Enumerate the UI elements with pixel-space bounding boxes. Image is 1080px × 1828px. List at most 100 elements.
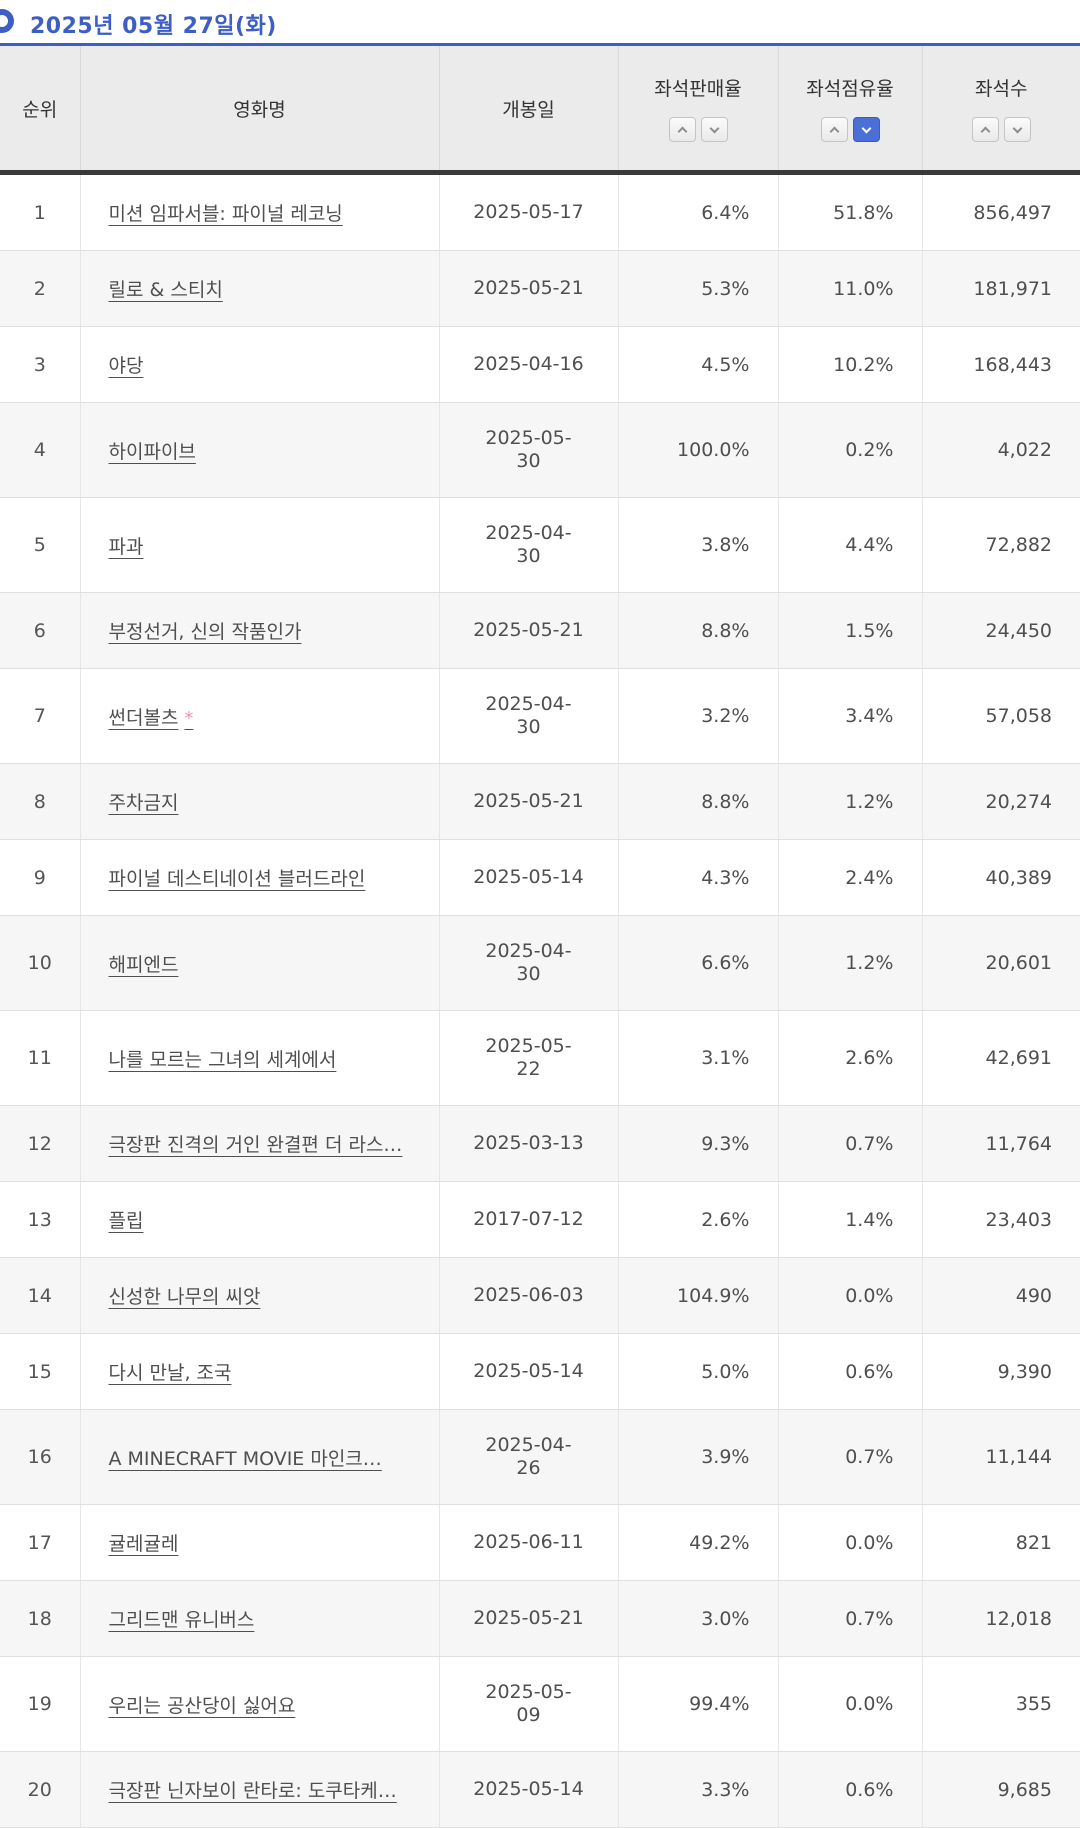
seat-sales-rate-cell: 3.3% [617,1751,778,1828]
release-date-cell: 2025-05-21 [438,592,618,669]
table-row: 8 주차금지 2025-05-21 8.8% 1.2% 20,274 [0,763,1080,840]
rank-cell: 13 [0,1181,80,1258]
seat-share-rate-cell: 2.4% [777,839,922,916]
seat-share-rate-cell: 0.6% [777,1751,922,1828]
release-date-text: 2025-04- 30 [485,940,572,985]
movie-title-link[interactable]: 다시 만날, 조국 [108,1362,232,1384]
seat-share-rate-cell: 1.4% [777,1181,922,1258]
rank-cell: 2 [0,250,80,327]
rank-cell: 16 [0,1409,80,1505]
release-date-cell: 2025-05-14 [438,839,618,916]
table-row: 6 부정선거, 신의 작품인가 2025-05-21 8.8% 1.5% 24,… [0,592,1080,669]
release-date-cell: 2025-06-11 [438,1504,618,1581]
seat-count-cell: 490 [921,1257,1080,1334]
release-date-text: 2025-04- 26 [485,1434,572,1479]
movie-title-link[interactable]: 나를 모르는 그녀의 세계에서 [108,1048,337,1071]
release-date-cell: 2025-05- 09 [438,1656,618,1752]
movie-title-link[interactable]: 우리는 공산당이 싫어요 [108,1694,296,1717]
release-date-text: 2025-05-21 [473,1607,584,1629]
release-date-cell: 2025-06-03 [438,1257,618,1334]
sort-desc-button-seat-count[interactable] [1003,117,1031,142]
seat-sales-rate-cell: 3.2% [617,668,778,764]
release-date-cell: 2025-04- 30 [438,668,618,764]
seat-sales-rate-cell: 104.9% [617,1257,778,1334]
table-row: 15 다시 만날, 조국 2025-05-14 5.0% 0.6% 9,390 [0,1333,1080,1410]
bullet-circle-icon [0,9,14,33]
movie-title-link[interactable]: 미션 임파서블: 파이널 레코닝 [108,203,343,225]
seat-share-rate-cell: 4.4% [777,497,922,593]
movie-title-cell: 그리드맨 유니버스 [79,1580,439,1657]
movie-title-link[interactable]: 썬더볼츠 * [108,706,194,729]
seat-share-rate-cell: 11.0% [777,250,922,327]
release-date-text: 2025-05- 09 [485,1681,572,1726]
seat-share-rate-cell: 1.2% [777,915,922,1011]
movie-title-cell: 나를 모르는 그녀의 세계에서 [79,1010,439,1106]
seat-sales-rate-cell: 5.0% [617,1333,778,1410]
rank-cell: 4 [0,402,80,498]
seat-count-cell: 4,022 [921,402,1080,498]
sort-controls-seat-sales-rate [668,117,728,142]
seat-count-cell: 20,601 [921,915,1080,1011]
chevron-up-icon [980,126,991,137]
movie-title-link[interactable]: 해피엔드 [108,953,179,976]
movie-title-link[interactable]: 야당 [108,355,144,377]
movie-title-link[interactable]: 하이파이브 [108,440,196,463]
seat-share-rate-cell: 3.4% [777,668,922,764]
movie-title-cell: 극장판 진격의 거인 완결편 더 라스… [79,1105,439,1182]
release-date-text: 2025-05- 30 [485,427,572,472]
column-header-seat-share-rate: 좌석점유율 [777,44,922,175]
movie-title-link[interactable]: 귤레귤레 [108,1533,179,1555]
sort-desc-button-seat-sales-rate[interactable] [700,117,728,142]
rank-cell: 8 [0,763,80,840]
rank-cell: 17 [0,1504,80,1581]
release-date-cell: 2025-05-21 [438,250,618,327]
table-row: 2 릴로 & 스티치 2025-05-21 5.3% 11.0% 181,971 [0,250,1080,327]
column-header-release-date: 개봉일 [438,44,618,175]
seat-sales-rate-cell: 5.3% [617,250,778,327]
movie-title-cell: 우리는 공산당이 싫어요 [79,1656,439,1752]
table-row: 13 플립 2017-07-12 2.6% 1.4% 23,403 [0,1181,1080,1258]
seat-count-cell: 72,882 [921,497,1080,593]
seat-sales-rate-cell: 4.5% [617,326,778,403]
movie-title-cell: 플립 [79,1181,439,1258]
sort-asc-button-seat-count[interactable] [971,117,999,142]
sort-asc-button-seat-sales-rate[interactable] [668,117,696,142]
rank-cell: 5 [0,497,80,593]
release-date-text: 2025-05-21 [473,277,584,299]
seat-count-cell: 821 [921,1504,1080,1581]
movie-title-cell: 미션 임파서블: 파이널 레코닝 [79,172,439,251]
movie-title-cell: 귤레귤레 [79,1504,439,1581]
seat-share-rate-cell: 1.2% [777,763,922,840]
movie-title-link[interactable]: 파과 [108,535,144,558]
table-row: 17 귤레귤레 2025-06-11 49.2% 0.0% 821 [0,1504,1080,1581]
rank-cell: 9 [0,839,80,916]
seat-count-cell: 168,443 [921,326,1080,403]
seat-count-cell: 9,685 [921,1751,1080,1828]
movie-title-link[interactable]: 신성한 나무의 씨앗 [108,1286,261,1308]
release-date-text: 2025-04-16 [473,353,584,375]
movie-title-link[interactable]: 부정선거, 신의 작품인가 [108,621,302,643]
column-label-seat-sales-rate: 좌석판매율 [654,78,742,100]
movie-title-link[interactable]: A MINECRAFT MOVIE 마인크… [108,1447,382,1470]
sort-asc-button-seat-share-rate[interactable] [820,117,848,142]
seat-share-rate-cell: 0.6% [777,1333,922,1410]
seat-count-cell: 856,497 [921,172,1080,251]
release-date-cell: 2017-07-12 [438,1181,618,1258]
column-label-seat-share-rate: 좌석점유율 [806,78,894,100]
seat-sales-rate-cell: 6.4% [617,172,778,251]
movie-title-link[interactable]: 주차금지 [108,792,179,814]
release-date-text: 2025-05- 22 [485,1035,572,1080]
rank-cell: 19 [0,1656,80,1752]
sort-desc-button-seat-share-rate[interactable] [852,117,880,142]
movie-title-link[interactable]: 극장판 닌자보이 란타로: 도쿠타케… [108,1780,397,1802]
movie-title-link[interactable]: 그리드맨 유니버스 [108,1609,255,1631]
movie-title-link[interactable]: 릴로 & 스티치 [108,279,223,301]
movie-title-link[interactable]: 극장판 진격의 거인 완결편 더 라스… [108,1134,403,1156]
movie-title-link[interactable]: 파이널 데스티네이션 블러드라인 [108,868,366,890]
movie-title-cell: 파이널 데스티네이션 블러드라인 [79,839,439,916]
movie-title-link[interactable]: 플립 [108,1210,144,1232]
rank-cell: 3 [0,326,80,403]
seat-sales-rate-cell: 100.0% [617,402,778,498]
release-date-cell: 2025-05-21 [438,763,618,840]
